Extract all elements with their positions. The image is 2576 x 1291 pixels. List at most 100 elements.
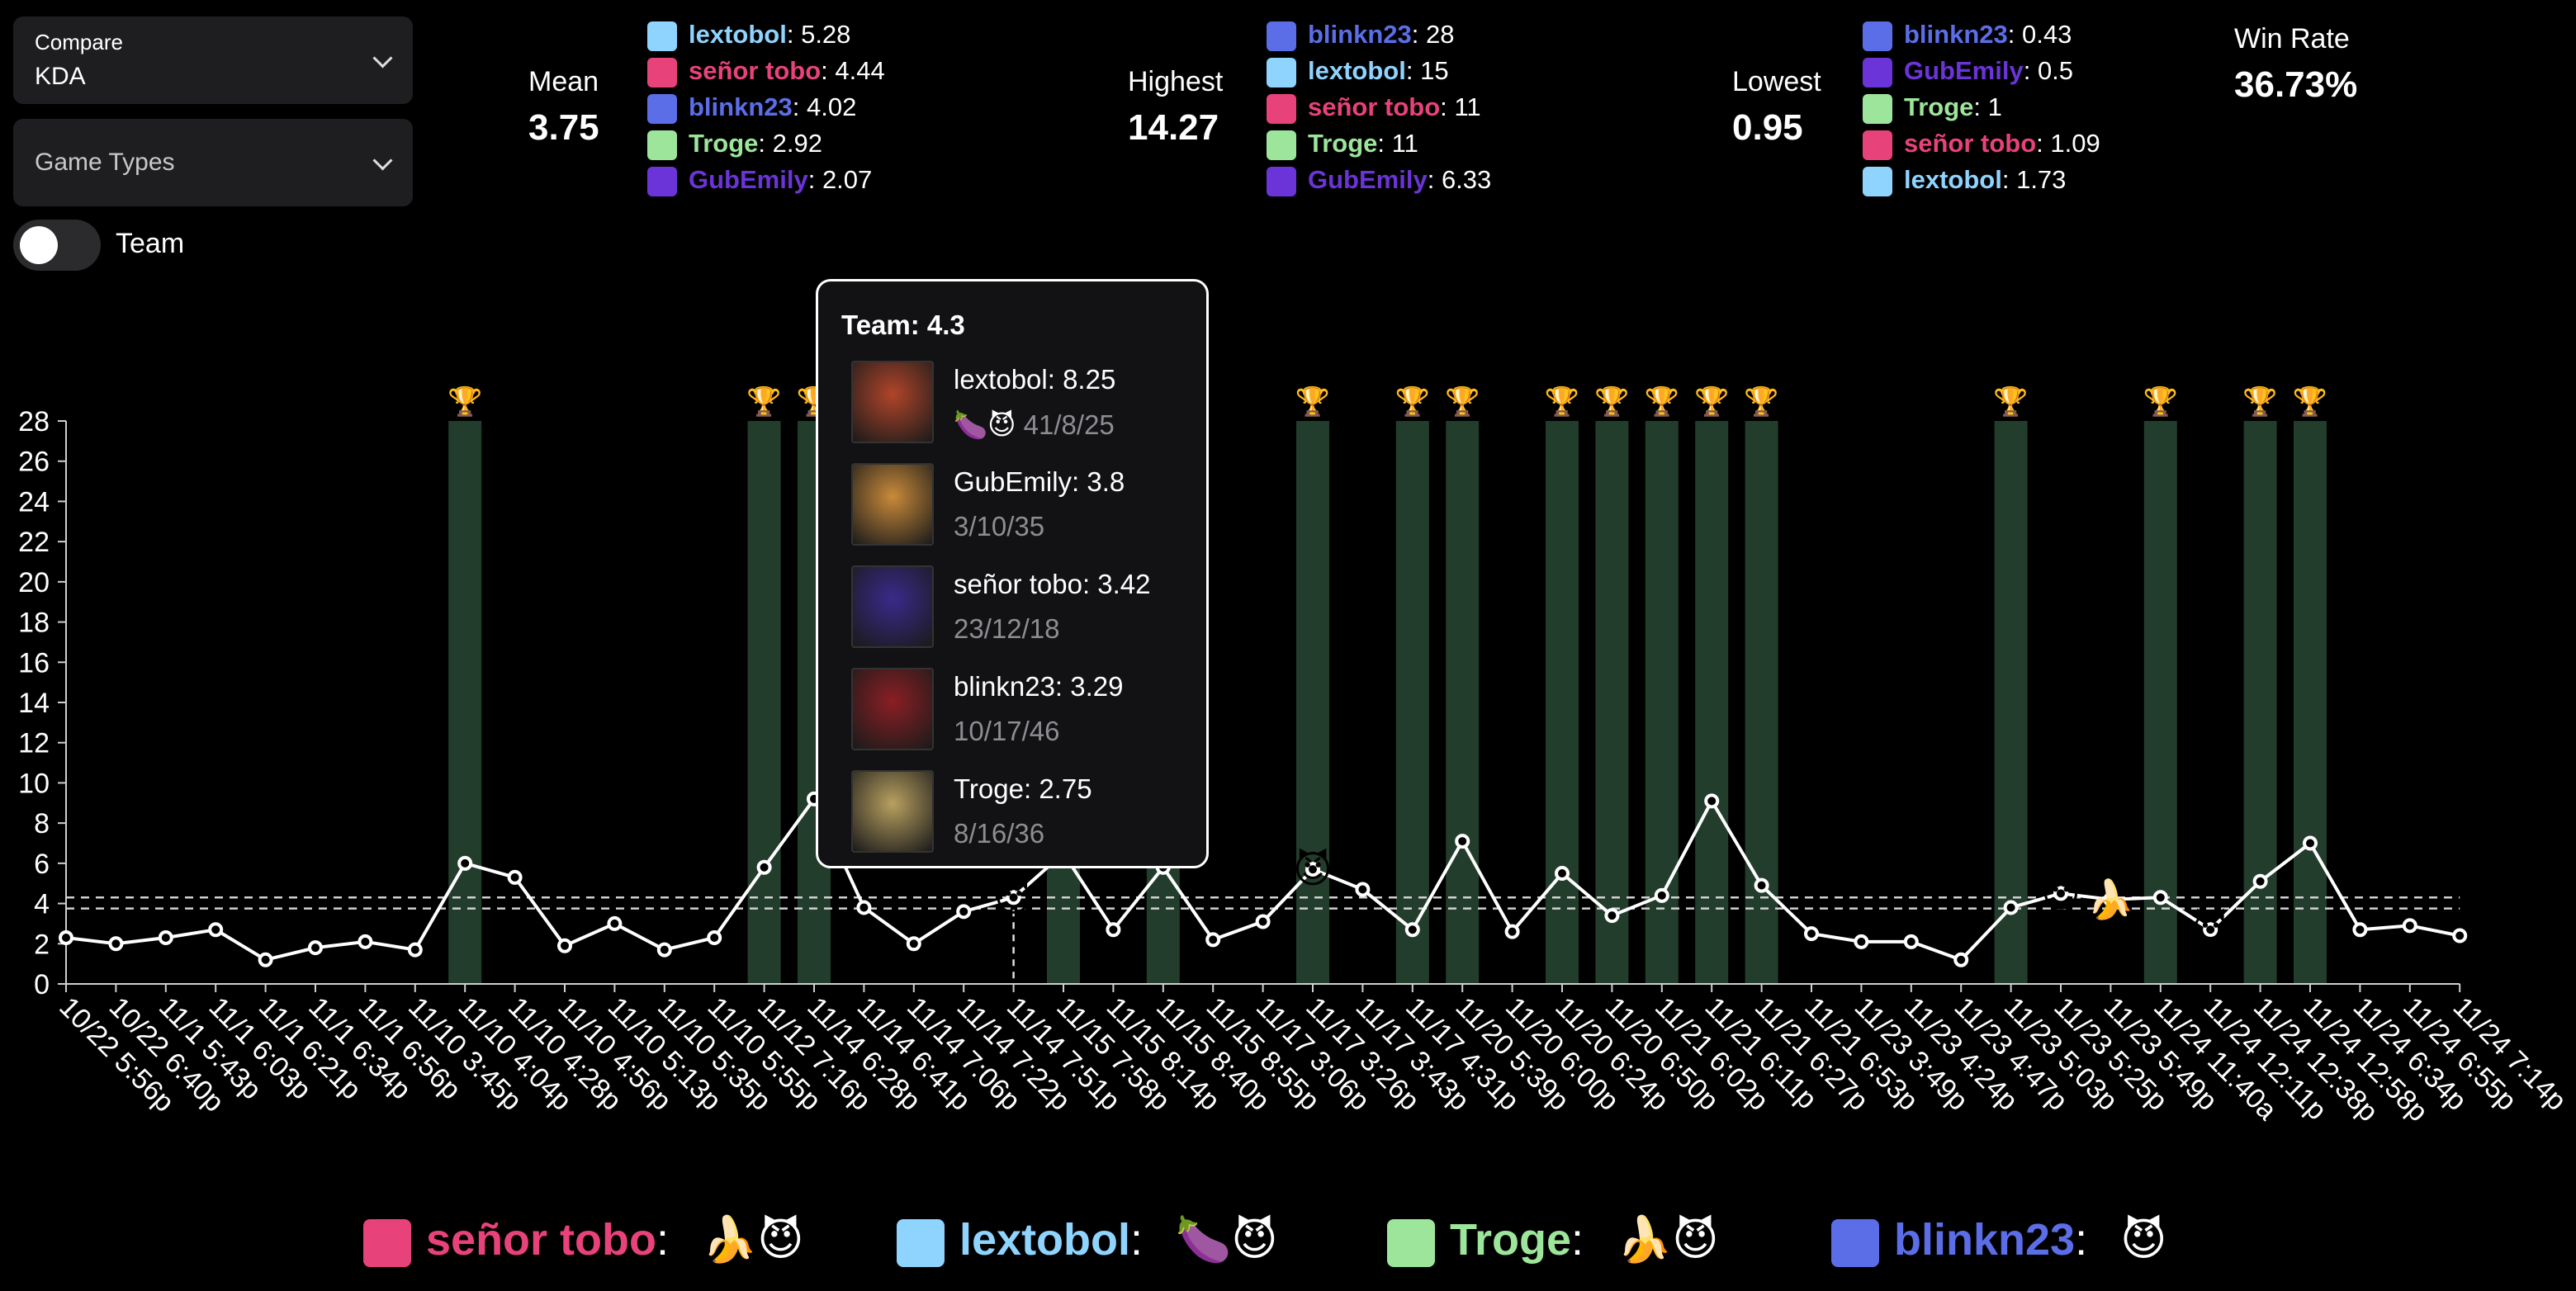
tooltip-title: Team: 4.3 xyxy=(841,310,965,340)
data-point xyxy=(1953,952,1969,967)
rank-value: 4.44 xyxy=(835,56,885,85)
champion-avatar-icon xyxy=(1267,130,1296,160)
data-point xyxy=(2352,922,2368,938)
rank-item: señor tobo: 4.44 xyxy=(647,53,885,89)
kda-chart[interactable]: 🏆🏆🏆🏆🏆🏆🏆🏆🏆🏆🏆🏆🏆🏆🏆🏆🏆02468101214161820222426… xyxy=(0,0,2576,1156)
rank-player-name: GubEmily xyxy=(1904,56,2024,85)
data-point xyxy=(856,900,872,915)
champion-avatar-icon xyxy=(647,130,677,160)
rank-value: 0.5 xyxy=(2037,56,2074,85)
data-point xyxy=(557,938,572,953)
data-point xyxy=(208,922,224,938)
rank-separator: : xyxy=(1377,129,1392,158)
data-point xyxy=(607,915,623,931)
champion-portrait-icon xyxy=(851,565,934,648)
rank-value: 4.02 xyxy=(807,92,857,121)
tooltip-player-kills-deaths-assists: 23/12/18 xyxy=(954,613,1059,645)
devil-marker-icon: 😈 xyxy=(1293,848,1333,891)
mean-value: 3.75 xyxy=(528,107,599,148)
y-tick-label: 12 xyxy=(18,728,50,759)
y-tick-label: 14 xyxy=(18,688,50,719)
rank-value: 6.33 xyxy=(1441,165,1492,194)
legend-badge-icons: 🍌😈 xyxy=(1617,1215,1719,1265)
legend-badge-icons: 🍌😈 xyxy=(702,1215,804,1265)
lowest-title: Lowest xyxy=(1732,66,1821,97)
legend-badge-icons: 😈 xyxy=(2120,1215,2167,1265)
rank-player-name: lextobol xyxy=(1904,165,2002,194)
data-point xyxy=(1255,914,1271,929)
legend-player-name: blinkn23 xyxy=(1894,1215,2076,1265)
champion-avatar-icon xyxy=(1267,93,1296,124)
data-point xyxy=(308,940,323,956)
rank-separator: : xyxy=(786,20,802,49)
champion-avatar-icon xyxy=(1863,57,1892,87)
devil-marker-icon: 😈 xyxy=(2190,908,2230,951)
champion-avatar-icon xyxy=(647,21,677,51)
data-point xyxy=(1455,834,1470,849)
trophy-icon: 🏆 xyxy=(1395,385,1430,418)
game-types-placeholder: Game Types xyxy=(35,149,175,176)
legend-badge-icons: 🍆😈 xyxy=(1176,1215,1278,1265)
champion-avatar-icon xyxy=(647,57,677,87)
rank-value: 2.92 xyxy=(772,129,822,158)
devil-marker-icon: 😈 xyxy=(994,876,1034,919)
rank-item: Troge: 1 xyxy=(1863,89,2002,125)
team-toggle-label: Team xyxy=(116,228,185,259)
rank-player-name: GubEmily xyxy=(1308,165,1428,194)
data-point xyxy=(1504,924,1520,939)
trophy-icon: 🏆 xyxy=(1694,385,1729,418)
rank-value: 28 xyxy=(1426,20,1455,49)
win-bar xyxy=(1446,421,1480,984)
lowest-value: 0.95 xyxy=(1732,107,1803,148)
tooltip-player-row: GubEmily: 3.8 3/10/35 xyxy=(851,463,1198,554)
banana-marker-icon: 🍌 xyxy=(2087,878,2134,922)
trophy-icon: 🏆 xyxy=(447,385,482,418)
champion-portrait-icon xyxy=(851,770,934,853)
rank-value: 2.07 xyxy=(822,165,873,194)
rank-separator: : xyxy=(758,129,773,158)
y-tick-label: 6 xyxy=(34,849,50,880)
rank-player-name: blinkn23 xyxy=(1308,20,1412,49)
rank-separator: : xyxy=(1411,20,1426,49)
data-point xyxy=(1205,932,1221,948)
rank-item: señor tobo: 11 xyxy=(1267,89,1481,125)
data-point xyxy=(1854,934,1869,949)
rank-separator: : xyxy=(2001,165,2017,194)
rank-item: señor tobo: 1.09 xyxy=(1863,125,2100,162)
data-point xyxy=(358,934,373,949)
rank-value: 11 xyxy=(1391,129,1418,158)
rank-player-name: blinkn23 xyxy=(689,92,793,121)
trophy-icon: 🏆 xyxy=(1545,385,1579,418)
champion-avatar-icon xyxy=(1863,93,1892,124)
trophy-icon: 🏆 xyxy=(1295,385,1330,418)
game-types-select[interactable]: Game Types xyxy=(13,119,413,206)
tooltip-player-kills-deaths-assists: 🍆😈 41/8/25 xyxy=(954,409,1115,442)
tooltip-kda-text: 10/17/46 xyxy=(954,716,1060,746)
legend-item: señor tobo: 🍌😈 xyxy=(363,1207,804,1273)
legend-player-name: Troge xyxy=(1450,1215,1572,1265)
rank-item: GubEmily: 0.5 xyxy=(1863,53,2073,89)
data-point xyxy=(707,929,722,945)
champion-avatar-icon xyxy=(647,166,677,196)
data-point xyxy=(407,942,423,958)
champion-avatar-icon xyxy=(1387,1218,1435,1267)
win-rate-value: 36.73% xyxy=(2234,64,2358,105)
win-bar xyxy=(448,421,482,984)
tooltip-player-kda: señor tobo: 3.42 xyxy=(954,569,1151,599)
compare-select[interactable]: Compare KDA xyxy=(13,17,413,104)
data-point xyxy=(2303,835,2318,851)
trophy-icon: 🏆 xyxy=(1744,385,1778,418)
win-bar xyxy=(1994,421,2028,984)
y-tick-label: 16 xyxy=(18,647,50,679)
rank-separator: : xyxy=(792,92,807,121)
tooltip-player-kills-deaths-assists: 8/16/36 xyxy=(954,818,1044,849)
rank-item: Troge: 2.92 xyxy=(647,125,822,162)
win-bar xyxy=(1546,421,1579,984)
legend-player-name: lextobol xyxy=(959,1215,1131,1265)
team-toggle[interactable] xyxy=(13,220,101,271)
data-point xyxy=(2152,890,2168,906)
data-point xyxy=(1355,882,1371,897)
champion-avatar-icon xyxy=(647,93,677,124)
rank-item: blinkn23: 28 xyxy=(1267,17,1454,53)
legend-item: lextobol: 🍆😈 xyxy=(897,1207,1278,1273)
